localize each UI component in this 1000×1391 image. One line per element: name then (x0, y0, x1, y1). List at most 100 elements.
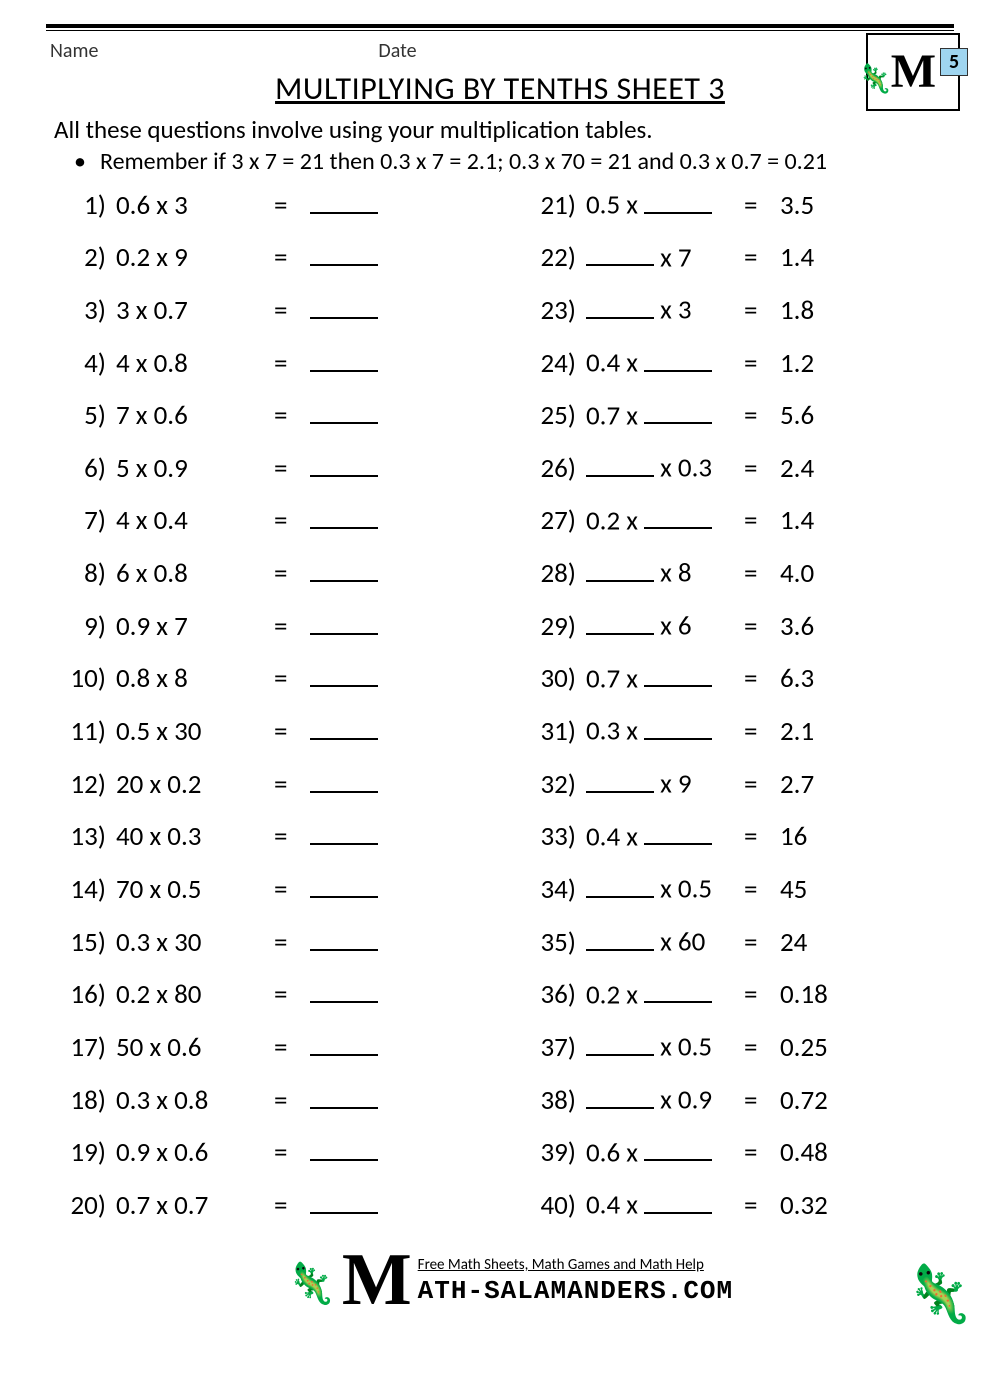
question-expression: 5 x 0.9 (116, 455, 274, 482)
date-label: Date (378, 39, 416, 63)
operand-blank[interactable] (586, 925, 654, 951)
question-row: 22) x 7=1.4 (528, 241, 958, 272)
question-expression: x 0.5 (586, 1030, 744, 1061)
operand-blank[interactable] (586, 241, 654, 267)
answer-blank[interactable] (310, 346, 386, 377)
question-row: 26) x 0.3=2.4 (528, 451, 958, 482)
question-row: 32) x 9=2.7 (528, 767, 958, 798)
question-number: 14) (58, 876, 116, 903)
operand-blank[interactable] (586, 872, 654, 898)
page-title: MULTIPLYING BY TENTHS SHEET 3 (46, 69, 954, 108)
answer-value: 6.3 (780, 665, 856, 692)
equals-sign: = (744, 297, 780, 324)
operand-blank[interactable] (644, 714, 712, 740)
equals-sign: = (274, 402, 310, 429)
operand-blank[interactable] (644, 978, 712, 1004)
answer-blank[interactable] (310, 556, 386, 587)
equals-sign: = (744, 929, 780, 956)
operand-blank[interactable] (586, 556, 654, 582)
operand-blank[interactable] (586, 767, 654, 793)
answer-blank[interactable] (310, 1188, 386, 1219)
expr-post: x 3 (654, 294, 692, 327)
operand-blank[interactable] (644, 820, 712, 846)
question-row: 19)0.9 x 0.6= (58, 1136, 488, 1167)
equals-sign: = (744, 350, 780, 377)
answer-blank[interactable] (310, 1030, 386, 1061)
equals-sign: = (744, 771, 780, 798)
answer-blank[interactable] (310, 1136, 386, 1167)
answer-blank[interactable] (310, 241, 386, 272)
question-number: 8) (58, 560, 116, 587)
reminder-bullet: Remember if 3 x 7 = 21 then 0.3 x 7 = 2.… (74, 147, 954, 176)
equals-sign: = (274, 718, 310, 745)
answer-blank[interactable] (310, 662, 386, 693)
question-row: 2)0.2 x 9= (58, 241, 488, 272)
grade-number: 5 (940, 48, 968, 76)
operand-blank[interactable] (586, 451, 654, 477)
operand-blank[interactable] (644, 504, 712, 530)
question-row: 16)0.2 x 80= (58, 978, 488, 1009)
question-expression: 0.5 x 30 (116, 718, 274, 745)
question-row: 20)0.7 x 0.7= (58, 1188, 488, 1219)
header-row: Name Date (46, 39, 954, 63)
question-row: 38) x 0.9=0.72 (528, 1083, 958, 1114)
expr-pre: 0.2 x (586, 504, 644, 537)
equals-sign: = (744, 507, 780, 534)
answer-blank[interactable] (310, 978, 386, 1009)
operand-blank[interactable] (586, 293, 654, 319)
operand-blank[interactable] (644, 399, 712, 425)
question-number: 34) (528, 876, 586, 903)
answer-blank[interactable] (310, 504, 386, 535)
equals-sign: = (744, 823, 780, 850)
question-expression: 4 x 0.8 (116, 350, 274, 377)
operand-blank[interactable] (586, 1083, 654, 1109)
answer-value: 2.4 (780, 455, 856, 482)
expr-pre: 0.7 x (586, 399, 644, 432)
expr-post: x 8 (654, 557, 692, 590)
answer-blank[interactable] (310, 767, 386, 798)
equals-sign: = (744, 1087, 780, 1114)
answer-blank[interactable] (310, 451, 386, 482)
equals-sign: = (274, 1034, 310, 1061)
answer-value: 5.6 (780, 402, 856, 429)
question-row: 25)0.7 x =5.6 (528, 399, 958, 430)
operand-blank[interactable] (586, 1030, 654, 1056)
expr-post: x 0.9 (654, 1084, 712, 1117)
question-row: 8)6 x 0.8= (58, 556, 488, 587)
question-number: 1) (58, 192, 116, 219)
question-number: 33) (528, 823, 586, 850)
question-number: 35) (528, 929, 586, 956)
equals-sign: = (274, 560, 310, 587)
question-expression: 0.7 x (586, 662, 744, 693)
operand-blank[interactable] (644, 346, 712, 372)
operand-blank[interactable] (644, 1188, 712, 1214)
operand-blank[interactable] (644, 188, 712, 214)
question-expression: 0.4 x (586, 1188, 744, 1219)
equals-sign: = (274, 665, 310, 692)
expr-post: x 0.3 (654, 452, 712, 485)
operand-blank[interactable] (644, 662, 712, 688)
answer-blank[interactable] (310, 714, 386, 745)
answer-blank[interactable] (310, 925, 386, 956)
answer-blank[interactable] (310, 293, 386, 324)
operand-blank[interactable] (644, 1136, 712, 1162)
answer-blank[interactable] (310, 1083, 386, 1114)
equals-sign: = (274, 981, 310, 1008)
equals-sign: = (274, 929, 310, 956)
equals-sign: = (274, 823, 310, 850)
answer-blank[interactable] (310, 399, 386, 430)
operand-blank[interactable] (586, 609, 654, 635)
question-number: 36) (528, 981, 586, 1008)
question-row: 28) x 8=4.0 (528, 556, 958, 587)
expr-post: x 7 (654, 241, 692, 274)
column-left: 1)0.6 x 3=2)0.2 x 9=3)3 x 0.7=4)4 x 0.8=… (58, 188, 488, 1241)
question-expression: 3 x 0.7 (116, 297, 274, 324)
answer-blank[interactable] (310, 609, 386, 640)
answer-blank[interactable] (310, 188, 386, 219)
answer-blank[interactable] (310, 872, 386, 903)
equals-sign: = (274, 244, 310, 271)
question-row: 13)40 x 0.3= (58, 820, 488, 851)
equals-sign: = (744, 244, 780, 271)
answer-blank[interactable] (310, 820, 386, 851)
equals-sign: = (274, 297, 310, 324)
